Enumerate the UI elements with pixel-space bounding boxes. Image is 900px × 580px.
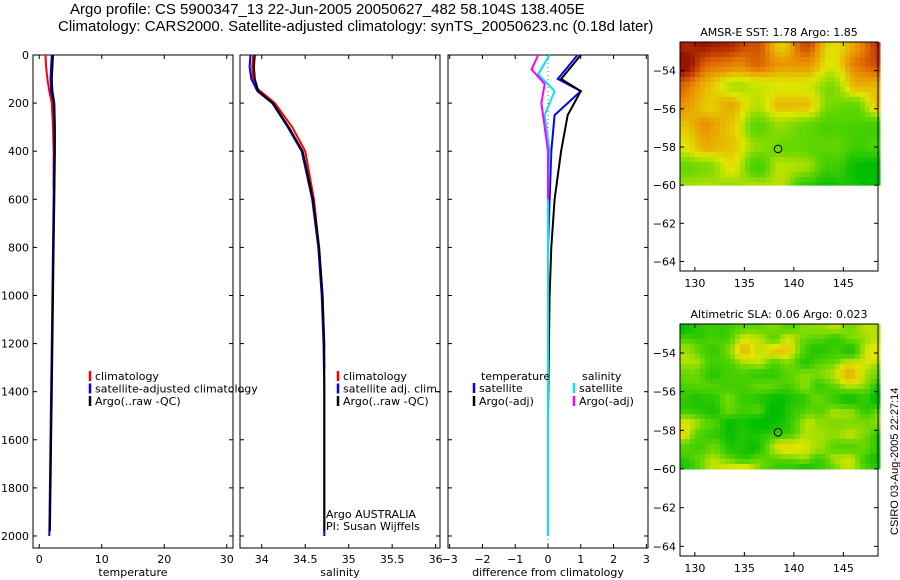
sst-map-panel — [679, 41, 881, 272]
sst-map-ytick-label: −58 — [653, 141, 676, 154]
sst-map-ytick-label: −62 — [653, 217, 676, 230]
difference-legend-entry: Argo(-adj) — [579, 395, 634, 408]
sla-map-xtick-label: 145 — [833, 562, 854, 575]
temperature-legend-entry: satellite-adjusted climatology — [95, 383, 258, 396]
salinity-xtick-label: 35 — [342, 553, 356, 566]
sst-map-ytick-label: −56 — [653, 103, 676, 116]
salinity-xtick-label: 35.5 — [380, 553, 405, 566]
difference-xtick-label: 1 — [577, 553, 584, 566]
temperature-xtick-label: 20 — [157, 553, 171, 566]
salinity-annotation-line2: PI: Susan Wijffels — [326, 520, 420, 533]
temperature-series-argo-raw-qc- — [48, 54, 56, 532]
sla-map-field — [680, 324, 881, 470]
difference-xtick-label: 3 — [643, 553, 650, 566]
depth-tick-label: 200 — [8, 97, 29, 110]
difference-legend-entry: satellite — [479, 382, 523, 395]
sla-map-xtick-label: 135 — [734, 562, 755, 575]
difference-xtick-label: −3 — [442, 553, 458, 566]
difference-legend-title-salinity: salinity — [582, 370, 622, 383]
sst-map-border — [679, 41, 879, 272]
sla-map-border — [679, 323, 879, 557]
figure-title-line1: Argo profile: CS 5900347_13 22-Jun-2005 … — [70, 1, 585, 18]
salinity-series-argo-raw-qc- — [252, 54, 326, 532]
difference-series-salinity-argo-adj- — [530, 54, 549, 200]
salinity-annotation-line1: Argo AUSTRALIA — [326, 508, 416, 521]
sst-map-title: AMSR-E SST: 1.78 Argo: 1.85 — [700, 26, 858, 39]
sst-map-xtick-label: 145 — [833, 277, 854, 290]
sla-map-xtick-label: 130 — [684, 562, 705, 575]
depth-tick-label: 1400 — [1, 386, 29, 399]
depth-tick-label: 1600 — [1, 434, 29, 447]
difference-xtick-label: −1 — [507, 553, 523, 566]
temperature-legend-entry: climatology — [95, 370, 159, 383]
temperature-xtick-label: 0 — [36, 553, 43, 566]
sla-map-xtick-label: 140 — [783, 562, 804, 575]
salinity-xlabel: salinity — [320, 566, 360, 579]
sst-map-field — [680, 42, 881, 186]
difference-series-salinity-satellite — [536, 54, 556, 536]
sla-map-ytick-label: −54 — [653, 347, 676, 360]
difference-xtick-label: −2 — [474, 553, 490, 566]
sla-map-ytick-label: −58 — [653, 424, 676, 437]
depth-tick-label: 1000 — [1, 289, 29, 302]
sla-map-argo-marker — [773, 428, 783, 437]
temperature-panel — [32, 54, 234, 549]
salinity-xtick-label: 34.5 — [293, 553, 318, 566]
sst-map-xtick-label: 135 — [734, 277, 755, 290]
depth-tick-label: 0 — [22, 49, 29, 62]
salinity-xtick-label: 36 — [429, 553, 443, 566]
temperature-xtick-label: 30 — [220, 553, 234, 566]
credit-text: CSIRO 03-Aug-2005 22:27:14 — [889, 387, 900, 535]
sla-map-panel — [679, 323, 881, 557]
difference-legend-entry: satellite — [579, 382, 623, 395]
sla-map-ytick-label: −62 — [653, 502, 676, 515]
difference-legend-title-temperature: temperature — [481, 370, 550, 383]
depth-tick-label: 2000 — [1, 530, 29, 543]
depth-tick-label: 400 — [8, 145, 29, 158]
difference-panel — [447, 54, 649, 549]
salinity-xtick-label: 34 — [255, 553, 269, 566]
temperature-xlabel: temperature — [98, 566, 167, 579]
sst-map-argo-marker — [773, 144, 783, 154]
figure-title-line2: Climatology: CARS2000. Satellite-adjuste… — [58, 18, 654, 35]
sst-map-xtick-label: 140 — [783, 277, 804, 290]
sla-map-ytick-label: −64 — [653, 540, 676, 553]
sst-map-ytick-label: −64 — [653, 255, 676, 268]
difference-xtick-label: 0 — [545, 553, 552, 566]
salinity-legend-entry: climatology — [343, 370, 407, 383]
salinity-legend-entry: Argo(..raw -QC) — [343, 395, 429, 408]
sla-map-ytick-label: −60 — [653, 463, 676, 476]
temperature-legend-entry: Argo(..raw -QC) — [95, 395, 181, 408]
depth-tick-label: 600 — [8, 193, 29, 206]
difference-series-temperature-argo-adj- — [547, 54, 583, 532]
sst-map-ytick-label: −54 — [653, 65, 676, 78]
depth-tick-label: 1200 — [1, 338, 29, 351]
depth-tick-label: 800 — [8, 241, 29, 254]
temperature-xtick-label: 10 — [95, 553, 109, 566]
temperature-frame — [32, 54, 234, 549]
difference-xtick-label: 2 — [610, 553, 617, 566]
sst-map-ytick-label: −60 — [653, 179, 676, 192]
sla-map-title: Altimetric SLA: 0.06 Argo: 0.023 — [690, 308, 867, 321]
difference-legend-entry: Argo(-adj) — [479, 395, 534, 408]
sla-map-ytick-label: −56 — [653, 386, 676, 399]
salinity-frame — [239, 54, 441, 549]
salinity-legend-entry: satellite adj. clim. — [343, 383, 440, 396]
salinity-panel — [239, 54, 441, 549]
depth-tick-label: 1800 — [1, 482, 29, 495]
sst-map-xtick-label: 130 — [684, 277, 705, 290]
difference-xlabel: difference from climatology — [472, 566, 624, 579]
